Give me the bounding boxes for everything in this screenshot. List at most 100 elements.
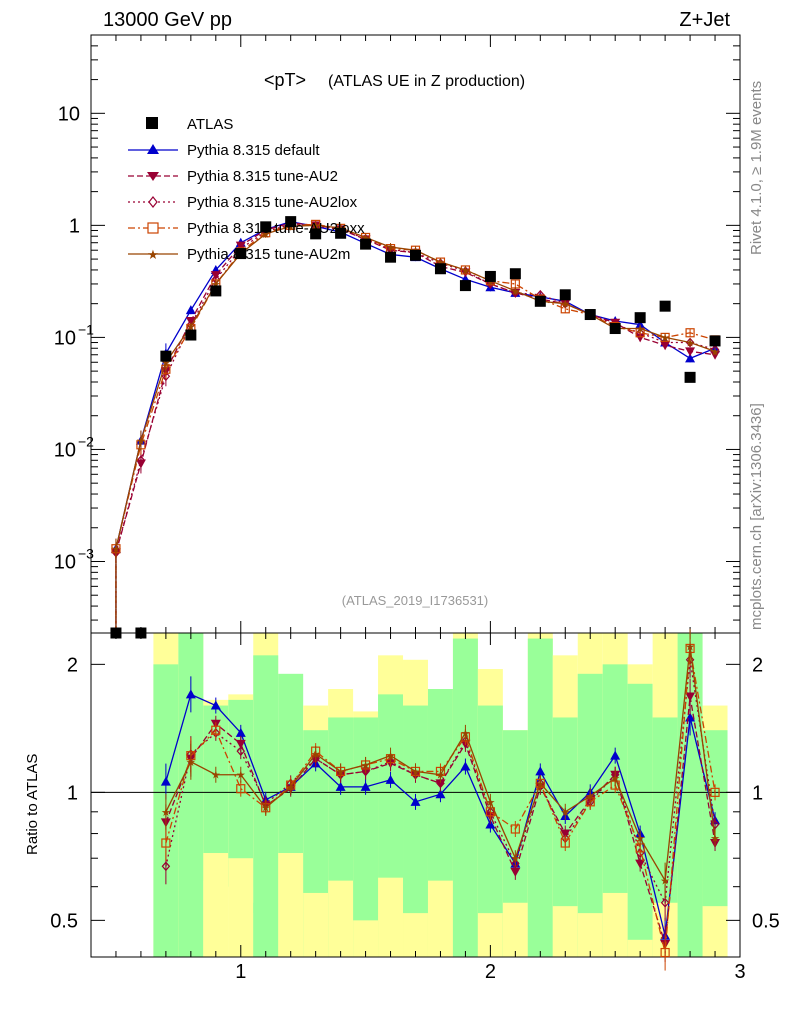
ratio-y-tick-labels: 2 2 1 1 0.5 0.5 — [50, 654, 780, 932]
ratio-point-4-3: ★ — [236, 770, 246, 782]
band-yellow-low-19 — [627, 939, 653, 957]
analysis-id: (ATLAS_2019_I1736531) — [342, 593, 488, 608]
band-green-12 — [452, 638, 478, 957]
ratio-y-tick-label-left-0: 2 — [67, 654, 78, 676]
data-point-20 — [609, 323, 621, 335]
ratio-uncertainty-bands — [153, 633, 728, 957]
main-point-2-2 — [161, 371, 171, 382]
main-point-0-3 — [185, 305, 196, 315]
band-yellow-low-3 — [228, 858, 254, 957]
main-series-group: ★★★★★★★★★★★★★★★★★★★★★★★★★ — [110, 216, 721, 639]
ratio-point-2-20 — [660, 897, 670, 908]
ratio-point-0-18 — [610, 750, 621, 760]
legend: ATLAS Pythia 8.315 default Pythia 8.315 … — [128, 116, 365, 263]
main-y-tick-label-0: 10 — [58, 103, 80, 125]
main-point-4-4: ★ — [211, 279, 221, 291]
main-point-4-21: ★ — [635, 324, 645, 336]
data-point-9 — [335, 227, 347, 239]
band-yellow-low-22 — [702, 906, 728, 957]
x-tick-label-1: 2 — [485, 961, 496, 983]
data-point-6 — [260, 221, 272, 233]
legend-label-au2: Pythia 8.315 tune-AU2 — [187, 168, 338, 185]
ratio-point-0-1 — [185, 689, 196, 699]
main-y-tick-exp-2: −1 — [78, 321, 94, 337]
ratio-point-0-2 — [210, 700, 221, 710]
ratio-point-2-0 — [161, 861, 171, 872]
rivet-version-label: Rivet 4.1.0, ≥ 1.9M events — [748, 81, 765, 255]
legend-marker-au2m: ★ — [147, 247, 159, 262]
legend-label-au2loxx: Pythia 8.315 tune-AU2loxx — [187, 220, 365, 237]
band-yellow-low-11 — [427, 880, 453, 957]
band-yellow-low-17 — [577, 913, 603, 957]
band-green-15 — [527, 638, 553, 957]
band-green-19 — [627, 683, 653, 957]
legend-marker-au2lox — [148, 196, 158, 208]
main-point-3-23 — [685, 328, 695, 338]
legend-marker-atlas — [146, 117, 158, 129]
main-y-tick-label-4: 10 — [54, 551, 76, 573]
ratio-point-3-0 — [161, 838, 171, 848]
ratio-point-0-3 — [235, 727, 246, 737]
band-yellow-low-14 — [502, 902, 528, 957]
band-yellow-low-2 — [203, 853, 229, 957]
legend-marker-default — [147, 144, 159, 154]
band-yellow-low-10 — [403, 913, 428, 957]
data-point-3 — [185, 329, 197, 341]
ratio-point-3-2 — [211, 725, 221, 735]
ratio-y-tick-label-left-1: 1 — [67, 782, 78, 804]
main-point-4-22: ★ — [660, 332, 670, 344]
data-point-15 — [484, 270, 496, 282]
main-point-4-24: ★ — [710, 346, 720, 358]
ratio-point-4-20: ★ — [660, 876, 670, 888]
main-y-tick-exp-4: −3 — [78, 545, 94, 561]
ratio-line-3 — [165, 648, 716, 953]
main-point-4-13: ★ — [436, 257, 446, 269]
x-tick-labels: 1 2 3 — [235, 961, 745, 983]
data-point-13 — [434, 263, 446, 275]
ratio-y-tick-label-left-2: 0.5 — [50, 910, 78, 932]
energy-label: 13000 GeV pp — [103, 9, 232, 31]
data-point-16 — [509, 268, 521, 280]
main-point-4-0: ★ — [111, 544, 121, 556]
ratio-axis-label: Ratio to ATLAS — [24, 754, 41, 855]
main-point-4-11: ★ — [386, 242, 396, 254]
ratio-y-tick-label-right-0: 2 — [752, 654, 763, 676]
x-tick-label-0: 1 — [235, 961, 246, 983]
ratio-point-4-16: ★ — [560, 807, 570, 819]
legend-marker-au2 — [147, 172, 159, 181]
ratio-point-0-7 — [335, 781, 346, 791]
main-point-0-21 — [635, 319, 646, 329]
ratio-point-2-14 — [511, 858, 520, 869]
main-point-4-6: ★ — [261, 229, 271, 241]
main-point-4-14: ★ — [460, 265, 470, 277]
x-tick-label-2: 3 — [734, 961, 745, 983]
ratio-point-4-10: ★ — [411, 766, 421, 778]
ratio-point-4-21: ★ — [685, 642, 695, 654]
data-point-1 — [135, 627, 147, 639]
band-yellow-low-5 — [278, 853, 304, 957]
data-point-14 — [459, 280, 471, 292]
legend-label-default: Pythia 8.315 default — [187, 142, 320, 159]
data-point-22 — [659, 300, 671, 312]
ratio-point-0-0 — [160, 776, 171, 786]
main-point-4-16: ★ — [510, 286, 520, 298]
band-yellow-low-18 — [602, 892, 628, 957]
main-point-4-7: ★ — [286, 221, 296, 233]
data-point-17 — [534, 295, 546, 307]
ratio-point-4-5: ★ — [286, 782, 296, 794]
ratio-point-4-11: ★ — [436, 770, 446, 782]
ratio-point-2-11 — [436, 778, 445, 789]
data-point-18 — [559, 289, 571, 301]
band-green-17 — [577, 673, 603, 957]
ratio-series-group: ★ ★ ★ ★ ★ ★ ★ ★ ★ ★ ★ ★ ★ ★ ★ ★ ★ ★ ★ ★ ★ ★ ★ — [160, 628, 720, 971]
main-point-0-23 — [685, 353, 696, 363]
plot-title-sub: (ATLAS UE in Z production) — [328, 73, 525, 90]
data-point-21 — [634, 312, 646, 324]
band-yellow-low-8 — [353, 920, 379, 957]
ratio-point-4-18: ★ — [610, 773, 620, 785]
data-point-0 — [110, 627, 122, 639]
axis-ticks — [91, 34, 740, 957]
